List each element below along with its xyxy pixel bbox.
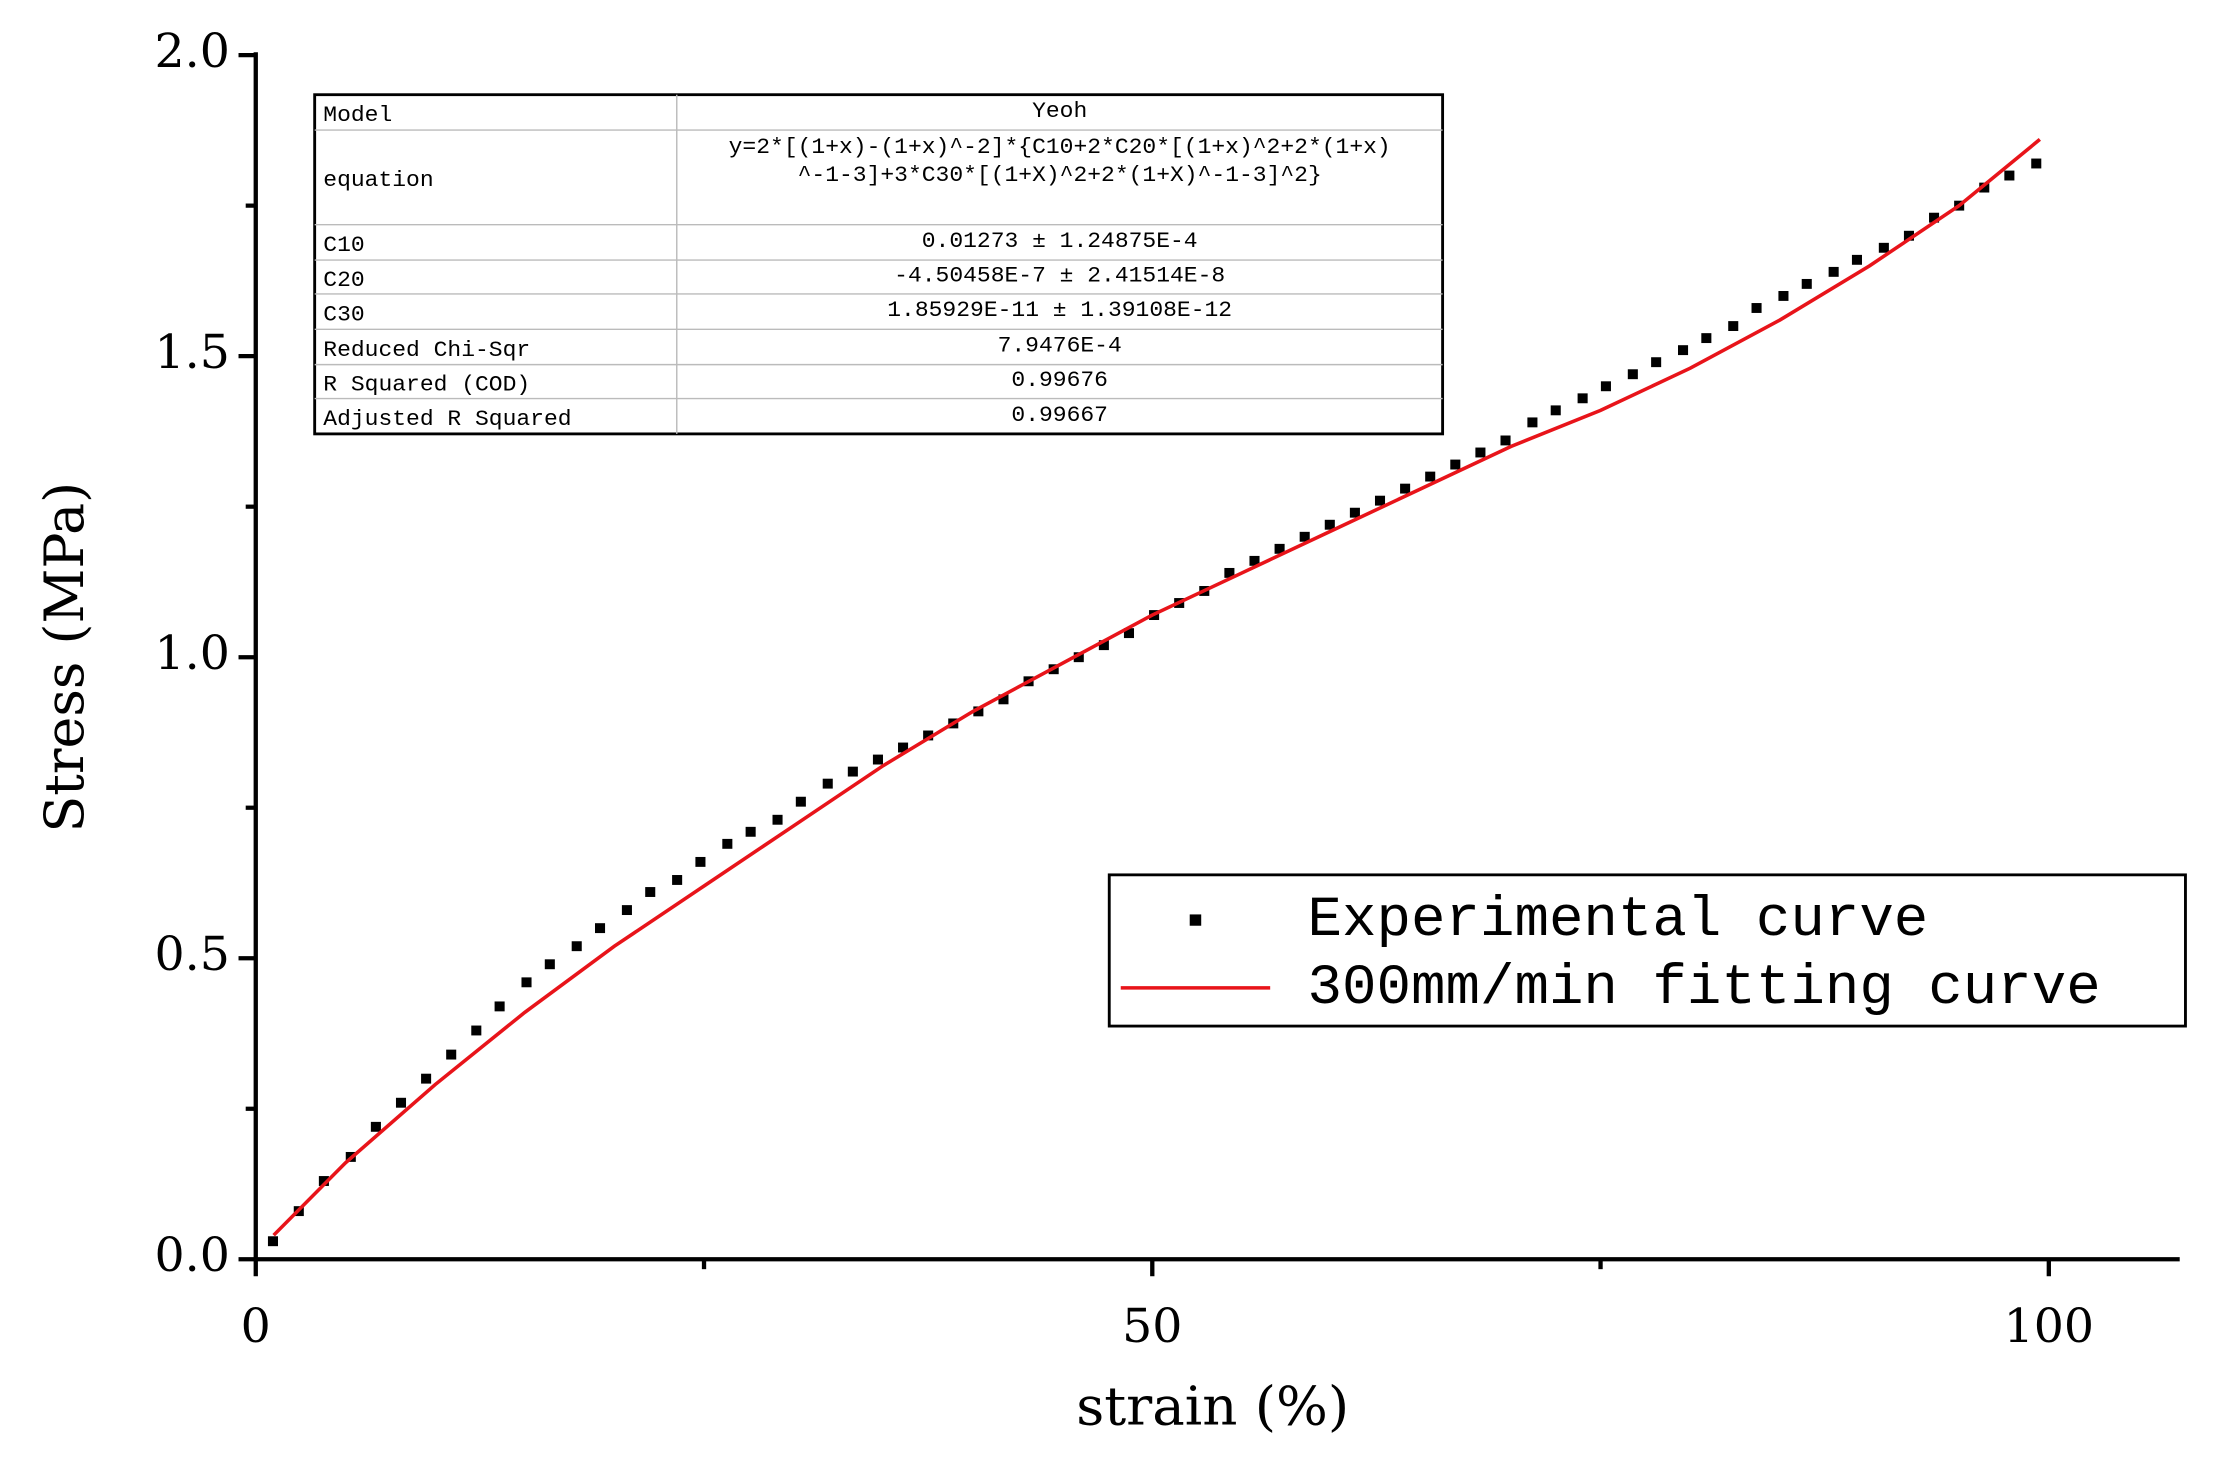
x-tick-label: 0 <box>241 1299 271 1354</box>
data-point <box>973 706 984 717</box>
data-point <box>318 1176 329 1186</box>
data-point <box>1929 212 1940 223</box>
y-tick-label: 2.0 <box>155 24 230 79</box>
data-point <box>722 838 733 849</box>
x-axis-label: strain (%) <box>1076 1375 1349 1437</box>
data-point <box>1425 471 1436 482</box>
data-point <box>1374 495 1386 506</box>
data-point <box>898 742 909 753</box>
table-value: 0.01273 ± 1.24875E-4 <box>922 228 1198 254</box>
data-point <box>267 1236 279 1247</box>
table-value: ^-1-3]+3*C30*[(1+X)^2+2*(1+X)^-1-3]^2} <box>798 162 1322 188</box>
table-key: Adjusted R Squared <box>323 406 571 432</box>
data-point <box>1979 182 1990 193</box>
legend-marker <box>1189 914 1202 926</box>
table-key: Reduced Chi-Sqr <box>323 337 530 363</box>
data-point <box>1073 652 1084 663</box>
data-point <box>923 730 934 741</box>
data-point <box>1701 333 1712 344</box>
x-tick-label: 100 <box>2004 1299 2094 1354</box>
data-point <box>521 977 532 988</box>
data-point <box>1878 242 1889 253</box>
data-point <box>1249 555 1260 566</box>
data-point <box>795 796 806 807</box>
data-point <box>395 1097 407 1108</box>
data-point <box>1828 266 1839 277</box>
data-point <box>494 1001 505 1012</box>
data-point <box>571 941 582 952</box>
table-key: C30 <box>323 302 364 328</box>
x-tick-label: 50 <box>1122 1299 1182 1354</box>
data-point <box>1274 543 1285 554</box>
data-point <box>1500 435 1511 446</box>
data-point <box>1123 628 1135 639</box>
data-point <box>772 814 783 825</box>
data-point <box>822 778 833 789</box>
data-point <box>998 694 1009 705</box>
table-frame <box>313 93 1445 436</box>
data-point <box>1851 254 1862 265</box>
table-key: C20 <box>323 267 364 293</box>
table-value: 0.99676 <box>1011 367 1108 393</box>
table-key: equation <box>323 167 433 193</box>
table-value: y=2*[(1+x)-(1+x)^-2]*{C10+2*C20*[(1+x)^2… <box>729 134 1391 160</box>
table-key: Model <box>323 102 392 128</box>
table-value: 1.85929E-11 ± 1.39108E-12 <box>887 297 1232 323</box>
data-point <box>1224 567 1235 578</box>
data-point <box>2004 170 2015 181</box>
data-point <box>1778 291 1789 301</box>
data-point <box>1349 507 1360 518</box>
data-point <box>594 923 606 934</box>
data-point <box>621 905 632 916</box>
data-point <box>1801 278 1812 289</box>
table-value: 7.9476E-4 <box>998 333 1122 359</box>
data-point <box>872 754 883 765</box>
data-point <box>1600 381 1611 392</box>
data-point <box>2031 158 2042 169</box>
data-point <box>1751 303 1762 313</box>
legend-label: Experimental curve <box>1308 889 1929 952</box>
data-point <box>370 1121 381 1132</box>
fit-line <box>272 138 2041 1237</box>
data-point <box>544 959 555 970</box>
data-point <box>421 1073 432 1084</box>
legend-box <box>1107 873 2187 1028</box>
data-point <box>446 1049 457 1060</box>
data-point <box>1903 230 1914 241</box>
data-point <box>1400 483 1411 494</box>
data-point <box>1651 357 1662 368</box>
y-axis-label: Stress (MPa) <box>33 482 97 833</box>
data-point <box>471 1025 482 1036</box>
table-key: C10 <box>323 232 364 258</box>
y-tick-label: 1.5 <box>155 325 230 380</box>
legend-label: 300mm/min fitting curve <box>1308 957 2101 1020</box>
y-tick-label: 0.5 <box>155 927 230 982</box>
table-value: 0.99667 <box>1011 402 1108 428</box>
data-point <box>672 875 683 885</box>
data-point <box>847 766 858 777</box>
data-point <box>745 826 756 837</box>
data-point <box>1550 405 1561 416</box>
data-point <box>1475 447 1486 458</box>
data-point <box>1527 417 1538 428</box>
data-point <box>1324 519 1335 530</box>
data-point <box>1450 459 1461 470</box>
data-point <box>1098 640 1109 651</box>
data-point <box>1627 369 1638 380</box>
data-point <box>645 887 656 897</box>
y-tick-label: 0.0 <box>155 1229 230 1284</box>
table-value: -4.50458E-7 ± 2.41514E-8 <box>894 263 1225 289</box>
table-key: R Squared (COD) <box>323 372 530 398</box>
data-point <box>695 856 706 867</box>
data-point <box>1299 531 1310 542</box>
data-point <box>1577 393 1588 404</box>
y-tick-label: 1.0 <box>155 626 230 681</box>
data-point <box>1678 345 1689 356</box>
data-point <box>1728 321 1739 332</box>
table-value: Yeoh <box>1032 98 1087 124</box>
